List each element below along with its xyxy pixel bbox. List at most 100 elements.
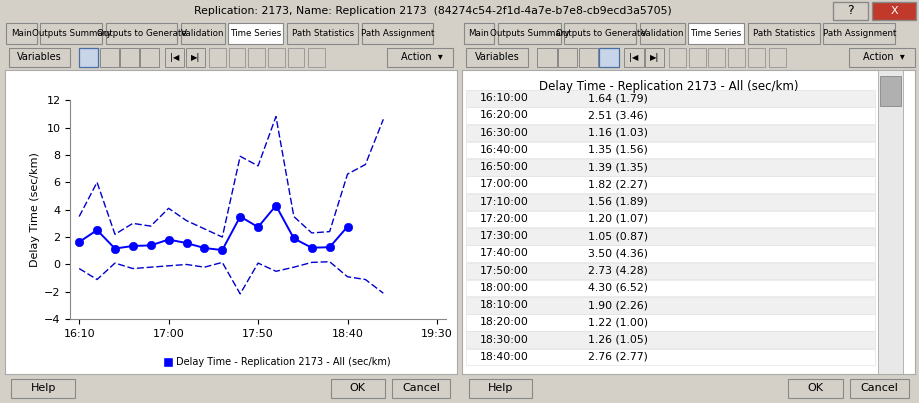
Text: 16:40:00: 16:40:00 [480,145,528,155]
Text: 16:50:00: 16:50:00 [480,162,528,172]
Text: Outputs Summary: Outputs Summary [489,29,569,38]
Text: |◀: |◀ [629,53,638,62]
Bar [466,262,874,279]
Bar [849,379,908,398]
Text: 16:30:00: 16:30:00 [480,128,528,137]
Text: 1.26 (1.05): 1.26 (1.05) [587,334,647,345]
Text: Cancel: Cancel [402,384,439,393]
Text: 1.82 (2.27): 1.82 (2.27) [587,179,647,189]
Text: Validation: Validation [640,29,684,38]
Bar [878,70,902,374]
Text: Outputs to Generate: Outputs to Generate [96,29,187,38]
Text: OK: OK [807,384,823,393]
Bar [466,48,528,67]
Bar [624,48,643,67]
Text: Help: Help [30,384,56,393]
Text: 18:10:00: 18:10:00 [480,300,528,310]
Text: 1.64 (1.79): 1.64 (1.79) [587,93,647,103]
Text: |◀: |◀ [170,53,179,62]
Bar [248,48,265,67]
Bar [466,142,874,158]
Bar [99,48,119,67]
Bar [466,245,874,262]
Text: Main: Main [11,29,32,38]
Text: 18:30:00: 18:30:00 [480,334,528,345]
Bar [308,48,324,67]
Text: 18:00:00: 18:00:00 [480,283,528,293]
Text: 1.20 (1.07): 1.20 (1.07) [587,214,647,224]
Text: 18:20:00: 18:20:00 [480,317,528,327]
Bar [832,2,867,20]
Bar [186,48,204,67]
Y-axis label: Delay Time (sec/km): Delay Time (sec/km) [29,152,40,267]
Text: 16:10:00: 16:10:00 [480,93,528,103]
Text: Outputs Summary: Outputs Summary [31,29,111,38]
Text: 17:10:00: 17:10:00 [480,197,528,207]
Legend: Delay Time - Replication 2173 - All (sec/km): Delay Time - Replication 2173 - All (sec… [159,353,394,371]
Bar [330,379,384,398]
Text: 3.50 (4.36): 3.50 (4.36) [587,248,647,258]
Bar [287,23,357,44]
Text: 16:20:00: 16:20:00 [480,110,528,120]
Bar [747,48,765,67]
Text: Path Statistics: Path Statistics [291,29,353,38]
Bar [687,23,743,44]
Bar [288,48,304,67]
Text: 18:40:00: 18:40:00 [480,352,528,362]
Bar [564,23,636,44]
Bar [688,48,705,67]
Bar [466,280,874,296]
Bar [229,48,245,67]
Bar [728,48,744,67]
Text: Delay Time - Replication 2173 - All (sec/km): Delay Time - Replication 2173 - All (sec… [538,80,798,93]
Bar [209,48,226,67]
Text: Replication: 2173, Name: Replication 2173  (84274c54-2f1d-4a7e-b7e8-cb9ecd3a5705: Replication: 2173, Name: Replication 217… [193,6,671,16]
Bar [578,48,597,67]
Text: Validation: Validation [181,29,224,38]
Bar [768,48,785,67]
Bar [823,23,894,44]
Text: Variables: Variables [17,52,62,62]
Bar [466,297,874,314]
Text: Time Series: Time Series [230,29,281,38]
Text: 1.39 (1.35): 1.39 (1.35) [587,162,647,172]
Text: 2.73 (4.28): 2.73 (4.28) [587,266,647,276]
Bar [141,48,159,67]
Bar [644,48,664,67]
Bar [848,48,914,67]
Bar [598,48,618,67]
Text: 17:20:00: 17:20:00 [480,214,528,224]
Text: Path Statistics: Path Statistics [752,29,814,38]
Bar [466,211,874,227]
Bar [9,48,70,67]
Bar [466,177,874,193]
Text: X: X [890,6,897,16]
Bar [228,23,283,44]
Text: 1.35 (1.56): 1.35 (1.56) [587,145,647,155]
Text: 1.16 (1.03): 1.16 (1.03) [587,128,647,137]
Bar [558,48,576,67]
Text: Time Series: Time Series [690,29,741,38]
Bar [6,23,37,44]
Text: Path Assignment: Path Assignment [822,29,895,38]
Text: Outputs to Generate: Outputs to Generate [555,29,644,38]
Bar [11,379,74,398]
Text: Action  ▾: Action ▾ [862,52,904,62]
Bar [466,314,874,331]
Bar [79,48,98,67]
Bar [668,48,686,67]
Text: ▶|: ▶| [190,53,199,62]
Text: 1.22 (1.00): 1.22 (1.00) [587,317,647,327]
Bar [497,23,561,44]
Bar [466,228,874,245]
Bar [466,349,874,366]
Bar [871,2,915,20]
Bar [463,23,494,44]
Bar [879,76,900,106]
Text: ?: ? [845,4,853,17]
Text: 1.56 (1.89): 1.56 (1.89) [587,197,647,207]
Text: 1.05 (0.87): 1.05 (0.87) [587,231,647,241]
Text: 2.76 (2.77): 2.76 (2.77) [587,352,647,362]
Bar [387,48,452,67]
Bar [119,48,139,67]
